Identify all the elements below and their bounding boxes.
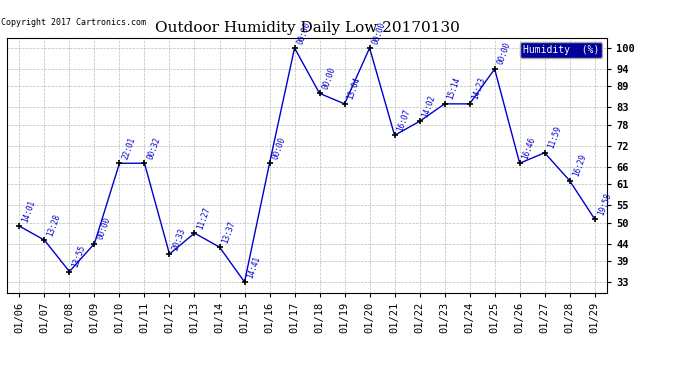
Text: 19:58: 19:58 (596, 192, 613, 216)
Text: 13:28: 13:28 (46, 213, 62, 237)
Text: 00:32: 00:32 (146, 136, 162, 160)
Text: 14:41: 14:41 (246, 254, 262, 279)
Text: 11:27: 11:27 (196, 206, 213, 230)
Text: 00:00: 00:00 (496, 41, 513, 66)
Text: 13:55: 13:55 (71, 244, 87, 269)
Text: 00:00: 00:00 (371, 20, 387, 45)
Text: 14:02: 14:02 (421, 94, 437, 118)
Text: 11:59: 11:59 (546, 125, 562, 150)
Text: 13:04: 13:04 (346, 76, 362, 101)
Text: 00:00: 00:00 (271, 136, 287, 160)
Text: 16:46: 16:46 (521, 136, 538, 160)
Legend: Humidity  (%): Humidity (%) (520, 42, 602, 58)
Text: 16:07: 16:07 (396, 108, 413, 132)
Text: Copyright 2017 Cartronics.com: Copyright 2017 Cartronics.com (1, 18, 146, 27)
Text: 22:01: 22:01 (121, 136, 137, 160)
Text: 16:29: 16:29 (571, 153, 587, 178)
Text: 20:33: 20:33 (171, 226, 187, 251)
Text: 15:14: 15:14 (446, 76, 462, 101)
Text: 14:01: 14:01 (21, 198, 37, 223)
Text: 13:37: 13:37 (221, 219, 237, 244)
Text: 00:00: 00:00 (96, 216, 112, 241)
Text: 00:00: 00:00 (321, 66, 337, 91)
Text: 14:23: 14:23 (471, 76, 487, 101)
Title: Outdoor Humidity Daily Low 20170130: Outdoor Humidity Daily Low 20170130 (155, 21, 460, 35)
Text: 00:00: 00:00 (296, 20, 313, 45)
